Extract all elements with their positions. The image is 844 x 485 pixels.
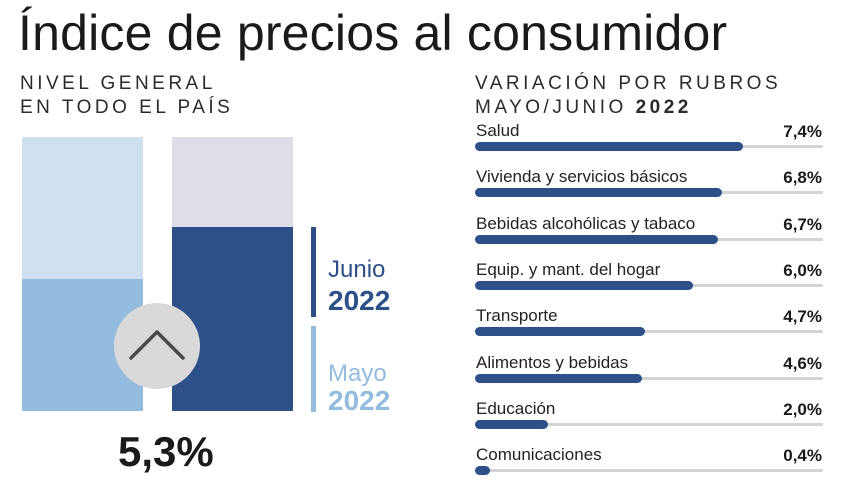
rubro-label: Comunicaciones: [476, 445, 602, 464]
mayo-legend-month: Mayo: [328, 360, 387, 387]
rubros-subtitle-line1: VARIACIÓN POR RUBROS: [475, 73, 782, 94]
rubros-subtitle-line2: MAYO/JUNIO 2022: [475, 96, 781, 120]
rubro-label: Transporte: [476, 306, 558, 325]
rubro-bar: [475, 188, 722, 197]
rubro-bar-track: [475, 330, 823, 333]
rubro-value-label: 6,7%: [783, 215, 822, 234]
junio-legend-year: 2022: [328, 285, 391, 316]
rubro-value-label: 7,4%: [783, 122, 822, 141]
rubro-row: Salud 7,4%: [475, 121, 823, 161]
rubro-bar: [475, 327, 645, 336]
rubro-value-label: 6,0%: [783, 261, 822, 280]
level-subtitle-line1: NIVEL GENERAL: [20, 73, 216, 94]
rubro-label: Vivienda y servicios básicos: [476, 167, 688, 186]
rubro-row: Transporte 4,7%: [475, 306, 823, 346]
rubros-subtitle-period: MAYO/JUNIO: [475, 97, 636, 118]
rubros-subtitle-year: 2022: [635, 97, 692, 118]
mayo-legend-marker: [311, 326, 316, 412]
rubro-value-label: 2,0%: [783, 400, 822, 419]
junio-column-bar: [172, 227, 293, 411]
rubro-bar: [475, 235, 718, 244]
rubro-bar: [475, 420, 548, 429]
trend-indicator: [114, 303, 200, 389]
chevron-up-icon: [129, 330, 185, 360]
page-title: Índice de precios al consumidor: [18, 5, 728, 61]
rubro-row: Comunicaciones 0,4%: [475, 445, 823, 485]
rubro-label: Educación: [476, 399, 556, 418]
rubro-row: Equip. y mant. del hogar 6,0%: [475, 260, 823, 300]
mayo-legend-year: 2022: [328, 385, 391, 416]
rubro-value-label: 6,8%: [783, 168, 822, 187]
level-subtitle: NIVEL GENERAL EN TODO EL PAÍS: [20, 72, 233, 120]
rubro-bar-track: [475, 469, 823, 472]
level-subtitle-line2: EN TODO EL PAÍS: [20, 97, 234, 118]
rubro-row: Bebidas alcohólicas y tabaco 6,7%: [475, 214, 823, 254]
rubro-label: Bebidas alcohólicas y tabaco: [476, 214, 696, 233]
rubro-row: Educación 2,0%: [475, 399, 823, 439]
rubro-bar-track: [475, 423, 823, 426]
rubro-bar: [475, 466, 490, 475]
headline-value: 5,3%: [118, 428, 214, 475]
rubro-value-label: 0,4%: [783, 446, 822, 465]
rubros-subtitle: VARIACIÓN POR RUBROS MAYO/JUNIO 2022: [475, 72, 781, 120]
rubro-label: Alimentos y bebidas: [476, 353, 629, 372]
rubro-row: Alimentos y bebidas 4,6%: [475, 353, 823, 393]
rubro-label: Equip. y mant. del hogar: [476, 260, 661, 279]
rubro-bar: [475, 281, 693, 290]
rubro-label: Salud: [476, 121, 520, 140]
rubro-value-label: 4,7%: [783, 307, 822, 326]
junio-legend-marker: [311, 227, 316, 317]
rubro-bar: [475, 374, 642, 383]
junio-legend-month: Junio: [328, 256, 386, 283]
rubro-bar: [475, 142, 743, 151]
rubro-value-label: 4,6%: [783, 354, 822, 373]
rubro-bar-track: [475, 377, 823, 380]
rubro-row: Vivienda y servicios básicos 6,8%: [475, 167, 823, 207]
